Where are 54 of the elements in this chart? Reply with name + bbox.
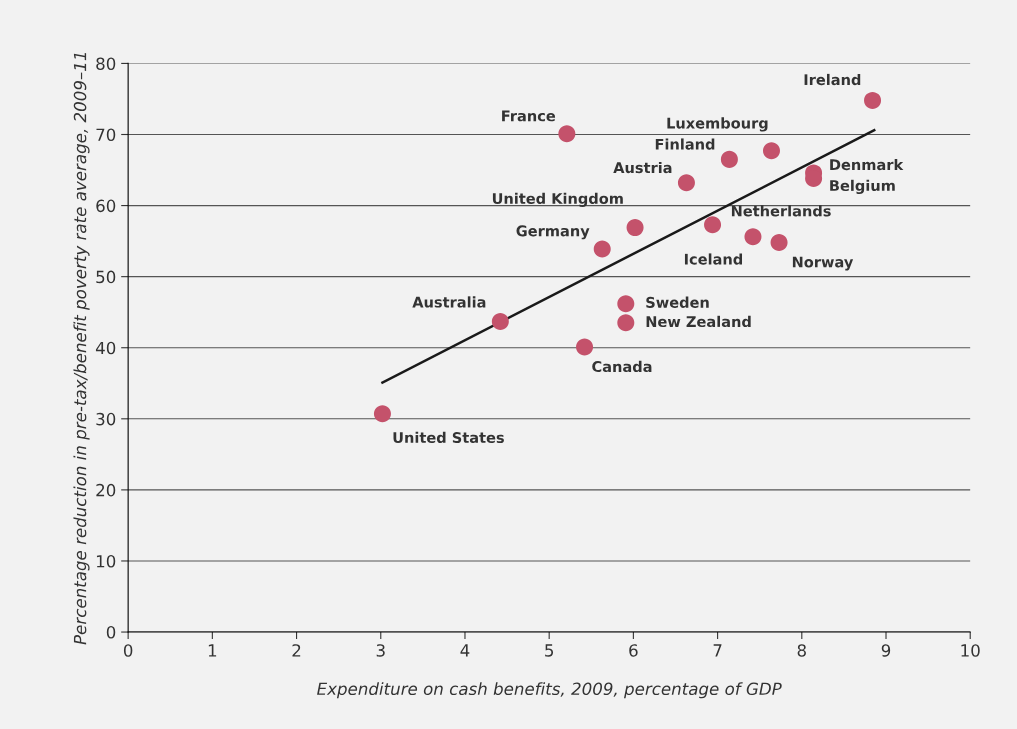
point [626, 219, 644, 237]
annotation: Norway [792, 256, 854, 271]
annotation: Australia [412, 296, 486, 308]
annotation: Ireland [804, 73, 861, 86]
annotation: Belgium [830, 179, 895, 195]
y-tick-label: 20 [96, 483, 116, 497]
point [762, 142, 780, 160]
annotation: New Zealand [646, 315, 751, 328]
point [744, 228, 762, 246]
y-tick-label: 70 [96, 128, 116, 142]
point [617, 295, 635, 313]
x-tick-label: 1 [208, 644, 217, 657]
annotation: Austria [613, 161, 672, 174]
x-tick-label: 3 [376, 644, 385, 657]
annotation: Germany [516, 225, 590, 240]
y-axis-title: Percentage reduction in pre-tax/benefit poverty rate average, 2009–11 [73, 53, 90, 645]
point [558, 125, 576, 143]
y-tick-label: 0 [106, 626, 116, 639]
x-tick-label: 4 [460, 644, 470, 657]
y-tick-label: 10 [96, 554, 116, 568]
annotation: United States [393, 431, 504, 444]
y-tick-label: 50 [96, 270, 116, 284]
x-tick-label: 5 [545, 644, 554, 657]
point [864, 91, 882, 109]
x-tick-label: 0 [123, 644, 133, 657]
point [617, 314, 635, 332]
point [373, 405, 391, 423]
x-tick-label: 6 [629, 644, 638, 657]
annotation: Denmark [830, 158, 904, 171]
annotation: Finland [655, 138, 715, 150]
annotation: Luxembourg [667, 117, 768, 132]
x-tick-label: 7 [713, 644, 722, 657]
point [491, 312, 509, 330]
point [576, 338, 594, 356]
annotation: United Kingdom [492, 192, 623, 207]
point [677, 174, 695, 192]
annotation: Sweden [646, 296, 709, 308]
y-tick-label: 60 [96, 199, 116, 213]
x-tick-label: 2 [292, 644, 301, 657]
point [704, 216, 722, 234]
annotation: Netherlands [731, 205, 831, 217]
y-tick-label: 30 [96, 412, 116, 426]
point [720, 150, 738, 168]
annotation: France [502, 110, 556, 122]
annotation: Iceland [684, 253, 743, 265]
y-tick-label: 80 [96, 57, 116, 70]
annotation: Canada [592, 360, 652, 373]
x-tick-label: 8 [797, 644, 806, 657]
x-tick-label: 10 [961, 644, 980, 657]
y-tick-label: 40 [95, 341, 116, 355]
point [593, 240, 611, 258]
point [770, 234, 788, 252]
x-tick-label: 9 [881, 644, 891, 657]
x-axis-title: Expenditure on cash benefits, 2009, percentage of GDP [317, 682, 782, 699]
